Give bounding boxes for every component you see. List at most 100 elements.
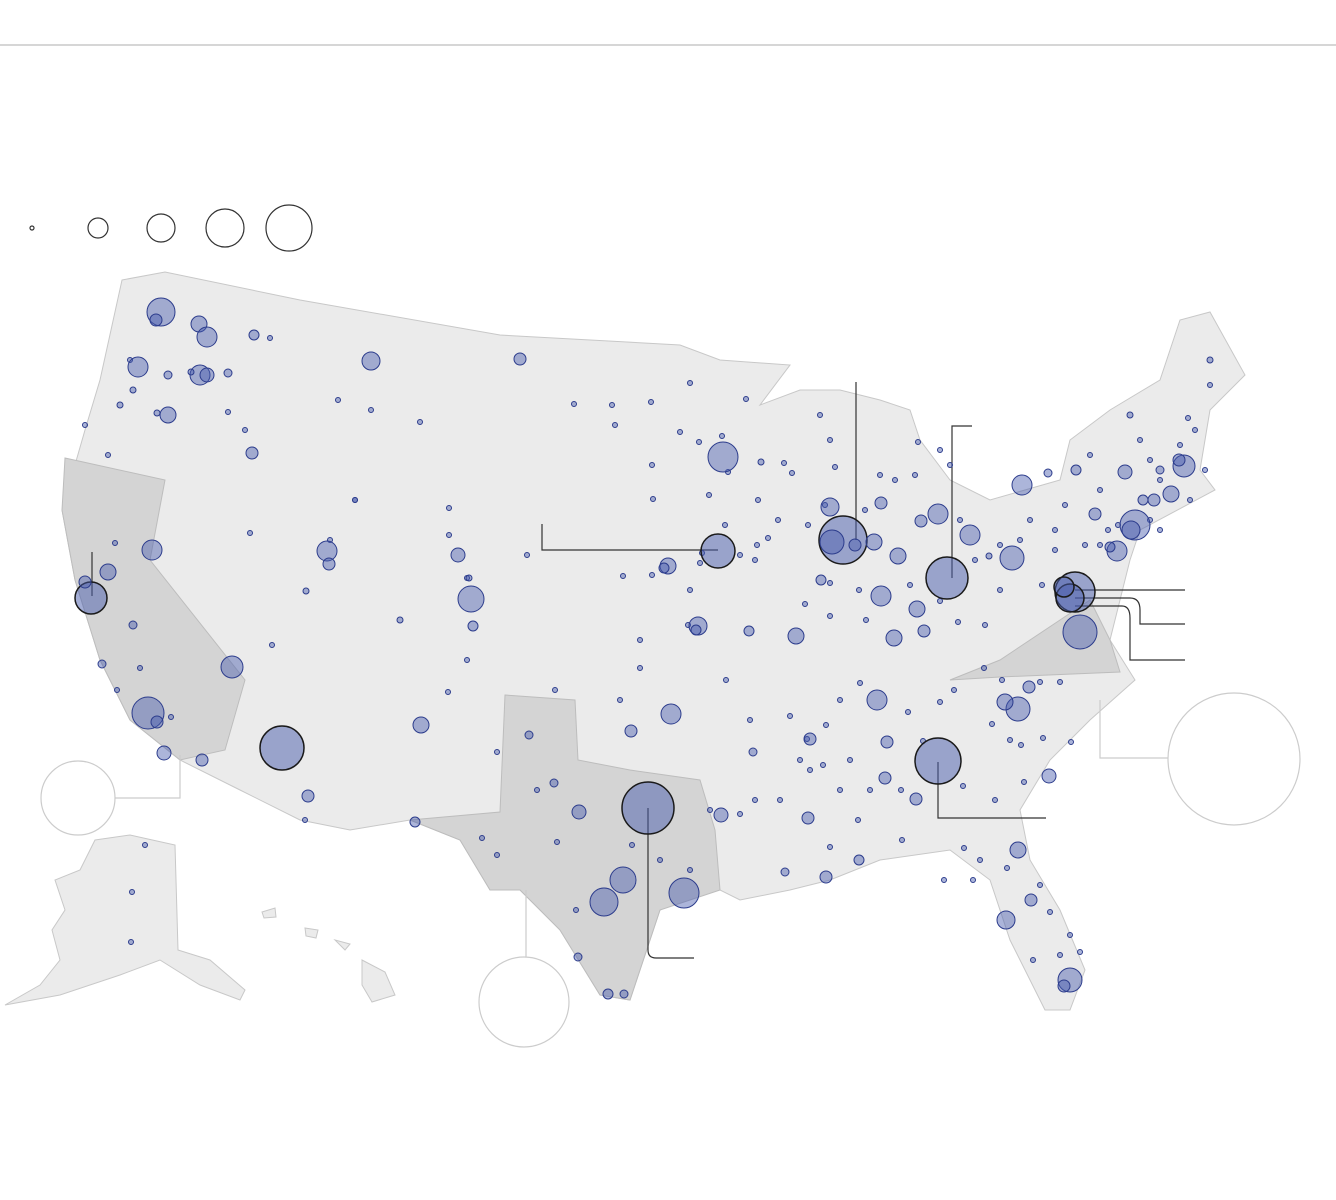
city-bubble (820, 762, 826, 768)
state-virginia (949, 599, 1121, 681)
city-bubble (105, 452, 111, 458)
city-bubble (822, 502, 828, 508)
city-bubble (1155, 465, 1165, 475)
city-bubble (889, 547, 907, 565)
city-bubble (648, 399, 654, 405)
city-bubble (789, 470, 795, 476)
city-bubble (1172, 454, 1196, 478)
city-bubble (898, 787, 904, 793)
city-bubble (1187, 497, 1193, 503)
size-legend (29, 204, 313, 252)
city-bubble (817, 412, 823, 418)
city-bubble (706, 492, 712, 498)
city-bubble (1105, 527, 1111, 533)
city-bubble (1104, 541, 1116, 553)
city-bubble (589, 887, 619, 917)
city-bubble (781, 460, 787, 466)
legend-circle (205, 208, 245, 248)
city-bubble (464, 657, 470, 663)
city-bubble (617, 697, 623, 703)
city-bubble (1057, 967, 1083, 993)
city-bubble (996, 910, 1016, 930)
city-bubble (1068, 739, 1074, 745)
city-bubble (972, 557, 978, 563)
city-bubble (885, 629, 903, 647)
city-bubble (1137, 437, 1143, 443)
city-bubble (534, 787, 540, 793)
city-bubble (1021, 779, 1027, 785)
city-bubble (242, 427, 248, 433)
city-bubble (1185, 415, 1191, 421)
city-bubble (649, 462, 655, 468)
city-bubble (892, 477, 898, 483)
city-bubble (131, 696, 165, 730)
city-bubble (905, 709, 911, 715)
city-bubble (959, 524, 981, 546)
city-bubble (302, 587, 310, 595)
city-bubble (78, 575, 92, 589)
city-bubble (1022, 680, 1036, 694)
city-bubble (1053, 576, 1075, 598)
city-bubble (937, 699, 943, 705)
city-bubble (1082, 542, 1088, 548)
city-bubble (649, 572, 655, 578)
city-bubble (657, 857, 663, 863)
city-bubble (1017, 537, 1023, 543)
city-bubble (1137, 494, 1149, 506)
city-bubble (765, 535, 771, 541)
city-bubble (269, 642, 275, 648)
bubbles (74, 297, 1214, 1000)
city-bubble (199, 367, 215, 383)
city-bubble (677, 429, 683, 435)
city-bubble (707, 807, 713, 813)
city-bubble (1024, 893, 1038, 907)
city-bubble (1037, 882, 1043, 888)
city-bubble (137, 665, 143, 671)
city-bubble (409, 816, 421, 828)
city-bubble (865, 533, 883, 551)
city-bubble (335, 397, 341, 403)
city-bubble (1087, 452, 1093, 458)
city-bubble (985, 552, 993, 560)
city-bubble (754, 542, 760, 548)
city-bubble (777, 797, 783, 803)
city-bubble (722, 522, 728, 528)
city-bubble (937, 598, 943, 604)
city-bubble (960, 783, 966, 789)
alaska (4, 834, 246, 1006)
city-bubble (914, 737, 962, 785)
city-bubble (195, 753, 209, 767)
city-bubble (1052, 527, 1058, 533)
callout-circle (1167, 692, 1301, 826)
city-bubble (220, 655, 244, 679)
city-bubble (696, 439, 702, 445)
city-bubble (847, 757, 853, 763)
city-bubble (996, 693, 1014, 711)
city-bubble (951, 687, 957, 693)
city-bubble (1117, 464, 1133, 480)
city-bubble (970, 877, 976, 883)
city-bubble (1052, 547, 1058, 553)
city-bubble (457, 585, 485, 613)
city-bubble (755, 497, 761, 503)
city-bubble (156, 745, 172, 761)
city-bubble (1147, 457, 1153, 463)
city-bubble (848, 538, 862, 552)
legend-circle (87, 217, 109, 239)
city-bubble (752, 797, 758, 803)
city-bubble (874, 496, 888, 510)
callout-line (541, 524, 718, 551)
city-bubble (1162, 485, 1180, 503)
city-bubble (650, 496, 656, 502)
city-bubble (1018, 742, 1024, 748)
island (261, 907, 277, 919)
city-bubble (827, 613, 833, 619)
city-bubble (909, 792, 923, 806)
city-bubble (1067, 932, 1073, 938)
city-bubble (187, 368, 195, 376)
city-bubble (1119, 509, 1151, 541)
city-bubble (396, 616, 404, 624)
city-bubble (446, 532, 452, 538)
city-bubble (700, 533, 736, 569)
city-bubble (719, 433, 725, 439)
